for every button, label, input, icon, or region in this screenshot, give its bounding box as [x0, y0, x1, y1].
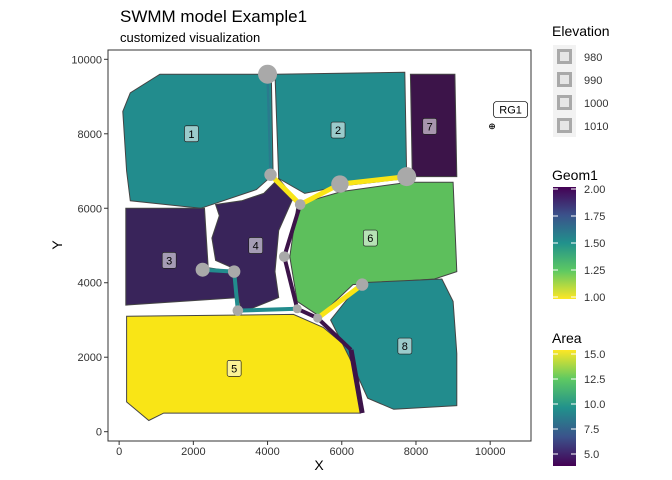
subcatchment-label-box — [397, 337, 413, 355]
subcatchment-label: 3 — [166, 255, 172, 267]
x-tick-label: 10000 — [475, 446, 506, 458]
subcatchment-label: 4 — [253, 241, 259, 253]
y-tick-label: 0 — [96, 427, 102, 439]
junction-node — [195, 262, 210, 277]
nodes-layer — [195, 64, 417, 323]
geom1-legend-label: 2.00 — [584, 184, 605, 196]
elevation-key-inner — [560, 98, 569, 107]
junction-node — [232, 305, 244, 316]
axes-layer: 0 2000 4000 6000 8000 10000 0 2000 4000 6000 8000 1… — [71, 54, 505, 458]
y-tick-label: 2000 — [78, 352, 102, 364]
chart-subtitle: customized visualization — [120, 30, 260, 45]
conduit-link — [266, 74, 272, 175]
subcatchment-label-box — [248, 237, 264, 254]
chart-title: SWMM model Example1 — [120, 7, 307, 26]
conduit-link — [348, 349, 365, 414]
geom1-colorbar-ticks — [553, 188, 576, 298]
subcatchment-label: 1 — [188, 129, 194, 141]
raingage-label-box — [493, 101, 528, 118]
elevation-legend-label: 1000 — [584, 98, 608, 110]
junction-node — [331, 175, 349, 193]
links-layer — [202, 74, 407, 414]
junction-node — [258, 64, 278, 84]
junction-node — [278, 251, 290, 262]
y-tick-label: 4000 — [78, 278, 102, 290]
elevation-legend-label: 1010 — [584, 121, 608, 133]
x-axis-title: X — [314, 457, 324, 473]
subcatchment-label-box — [226, 360, 242, 377]
y-tick-label: 10000 — [71, 54, 102, 66]
raingage-layer: RG1 — [489, 101, 528, 130]
y-axis-title: Y — [49, 240, 65, 250]
junction-node — [397, 167, 417, 187]
geom1-legend-label: 1.00 — [584, 292, 605, 304]
conduit-link — [316, 282, 364, 321]
conduit-link — [339, 174, 407, 187]
conduit-link — [232, 271, 240, 311]
elevation-key-inner — [560, 52, 569, 61]
conduit-link — [237, 306, 298, 313]
area-legend-label: 7.5 — [584, 424, 599, 436]
junction-node — [294, 199, 306, 210]
elevation-legend-label: 990 — [584, 75, 602, 87]
subcatchment-polygon-5 — [126, 313, 361, 422]
area-legend-title: Area — [552, 330, 582, 346]
junction-node — [292, 304, 302, 314]
subcatchment-label: 5 — [231, 363, 237, 375]
subcatchment-label: 6 — [367, 233, 373, 245]
subcatchment-label: 2 — [335, 125, 341, 137]
elevation-legend: Elevation 980 990 1000 1010 — [552, 23, 610, 137]
area-colorbar — [553, 350, 576, 466]
raingage-label: RG1 — [499, 105, 522, 117]
elevation-key-inner — [560, 75, 569, 84]
junction-node — [227, 265, 241, 278]
x-tick-label: 6000 — [330, 446, 354, 458]
conduit-link — [268, 172, 302, 207]
area-colorbar-ticks — [553, 353, 576, 455]
subcatchment-label-box — [422, 117, 438, 135]
subcatchment-labels-layer: 1 2 3 4 5 6 7 8 — [161, 117, 438, 377]
area-legend-label: 5.0 — [584, 449, 599, 461]
geom1-legend-label: 1.75 — [584, 211, 605, 223]
y-tick-label: 8000 — [78, 129, 102, 141]
subcatchment-label-box — [161, 252, 177, 269]
area-legend-label: 10.0 — [584, 399, 605, 411]
subcatchment-label: 7 — [427, 121, 433, 133]
junction-node — [355, 278, 369, 291]
x-tick-label: 4000 — [255, 446, 279, 458]
geom1-legend-title: Geom1 — [552, 167, 598, 183]
conduit-link — [282, 256, 300, 310]
conduit-link — [282, 203, 303, 258]
subcatchment-label-box — [362, 229, 378, 247]
subcatchment-label: 8 — [402, 341, 408, 353]
geom1-legend: Geom1 2.00 1.75 1.50 1.25 1.00 — [552, 167, 605, 304]
geom1-legend-label: 1.50 — [584, 238, 605, 250]
elevation-legend-title: Elevation — [552, 23, 610, 39]
area-legend: Area 15.0 12.5 10.0 7.5 5.0 — [552, 330, 605, 466]
junction-node — [264, 168, 277, 181]
conduit-link — [316, 316, 353, 352]
x-tick-label: 8000 — [404, 446, 428, 458]
subcatchment-label-box — [184, 125, 199, 143]
x-tick-label: 2000 — [181, 446, 205, 458]
area-legend-label: 12.5 — [584, 374, 605, 386]
junction-node — [313, 313, 323, 323]
elevation-legend-label: 980 — [584, 52, 602, 64]
area-legend-label: 15.0 — [584, 349, 605, 361]
geom1-colorbar — [553, 187, 576, 299]
elevation-key-inner — [560, 121, 569, 130]
geom1-legend-label: 1.25 — [584, 265, 605, 277]
y-tick-label: 6000 — [78, 203, 102, 215]
subcatchment-label-box — [330, 121, 346, 139]
x-tick-label: 0 — [116, 446, 122, 458]
